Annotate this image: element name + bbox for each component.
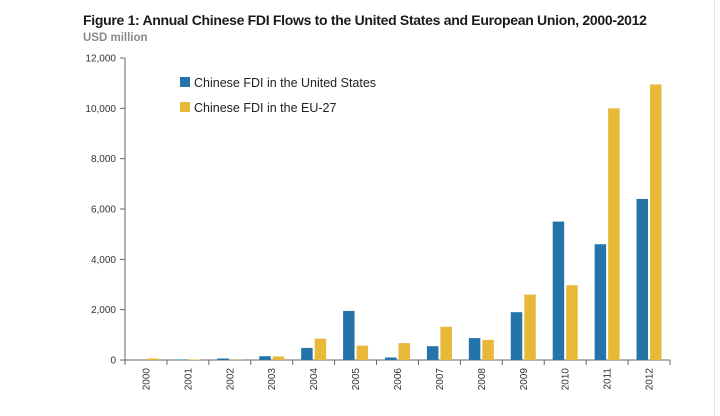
legend: Chinese FDI in the United States Chinese … <box>180 76 376 115</box>
x-tick-label: 2008 <box>477 368 488 391</box>
bar-us <box>426 346 439 360</box>
y-tick-label: 10,000 <box>85 104 116 115</box>
bar-eu <box>188 359 201 360</box>
y-tick-label: 12,000 <box>85 54 116 65</box>
chart-subtitle: USD million <box>83 32 148 44</box>
y-axis: 0 2,000 4,000 6,000 8,000 10,000 12,000 <box>85 54 126 367</box>
bar-eu <box>146 358 159 360</box>
bar-eu <box>566 285 578 360</box>
bar-us <box>301 347 313 360</box>
bar-eu <box>314 338 327 360</box>
page-edge <box>714 0 720 416</box>
bar-eu <box>398 343 410 360</box>
bar-us <box>594 244 607 360</box>
x-axis: 2000 2001 2002 2003 2004 2005 2006 2007 2008 2009… <box>124 359 671 391</box>
bar-us <box>385 357 397 360</box>
bar-eu <box>650 84 662 361</box>
x-tick-label: 2007 <box>435 368 446 391</box>
bar-us <box>468 338 481 360</box>
y-tick-label: 2,000 <box>91 305 116 316</box>
bar-us <box>636 198 649 360</box>
bar-eu <box>272 356 285 360</box>
legend-swatch <box>180 102 190 112</box>
x-tick-label: 2005 <box>351 368 362 391</box>
bar-us <box>343 310 355 360</box>
bar-us <box>510 312 523 360</box>
legend-label: Chinese FDI in the EU-27 <box>194 101 336 115</box>
y-tick-label: 8,000 <box>91 154 116 165</box>
bar-eu <box>608 108 620 360</box>
legend-swatch <box>180 77 190 87</box>
x-tick-label: 2003 <box>267 368 278 391</box>
bar-us <box>552 221 565 360</box>
y-tick-label: 0 <box>110 356 116 367</box>
chart-title: Figure 1: Annual Chinese FDI Flows to th… <box>83 12 647 28</box>
x-tick-label: 2012 <box>645 368 656 391</box>
bar-eu <box>524 294 536 360</box>
bar-us <box>175 359 187 360</box>
y-tick-label: 4,000 <box>91 255 116 266</box>
x-tick-label: 2006 <box>393 368 404 391</box>
bar-eu <box>356 345 369 360</box>
bars <box>146 84 662 361</box>
y-tick-label: 6,000 <box>91 205 116 216</box>
bar-us <box>259 356 271 360</box>
bar-eu <box>482 339 494 360</box>
x-tick-label: 2010 <box>561 368 572 391</box>
x-tick-label: 2000 <box>141 368 152 391</box>
legend-label: Chinese FDI in the United States <box>194 76 376 90</box>
x-tick-label: 2009 <box>519 368 530 391</box>
bar-us <box>217 358 229 360</box>
x-tick-label: 2011 <box>603 368 614 390</box>
bar-eu <box>440 326 452 360</box>
x-tick-label: 2004 <box>309 368 320 391</box>
x-tick-label: 2002 <box>225 368 236 391</box>
x-tick-label: 2001 <box>183 368 194 391</box>
